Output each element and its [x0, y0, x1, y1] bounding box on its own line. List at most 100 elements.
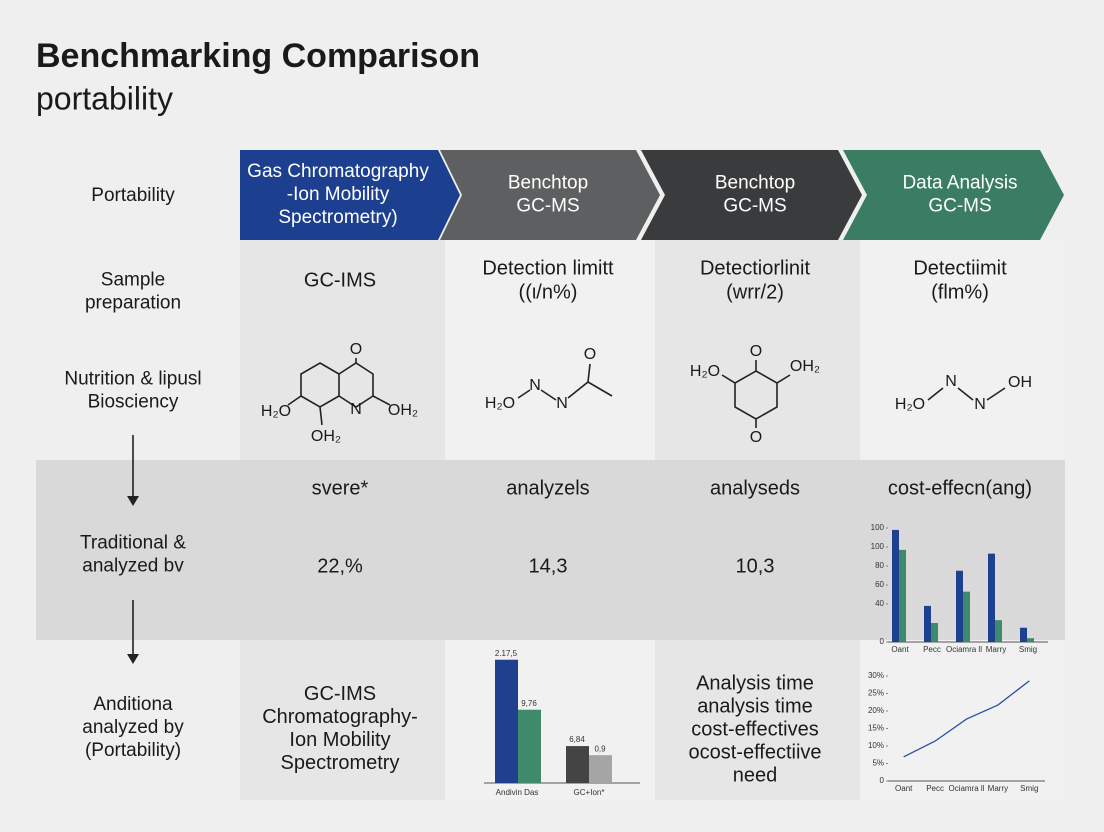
x-tick-label: Smig [1019, 645, 1037, 654]
x-tick-label: Pecc [926, 784, 944, 793]
y-tick-label: 100 [871, 523, 885, 532]
atom-label: O [750, 429, 762, 446]
cell-text: Detection limitt [482, 257, 614, 279]
bar [899, 549, 906, 642]
bar [589, 755, 612, 783]
y-tick-label: 80 [875, 561, 884, 570]
cell-text: svere* [312, 477, 369, 499]
atom-label: OH₂ [388, 402, 418, 419]
atom-label: OH [1008, 374, 1032, 391]
header-label: Benchtop [715, 173, 795, 194]
y-tick-label: 30% [868, 671, 884, 680]
row-label: (Portability) [85, 740, 181, 761]
cell-text: GC-IMS [304, 269, 376, 291]
bar [931, 623, 938, 642]
header-label: Gas Chromatography [247, 161, 429, 182]
x-tick-label: Ociamra ll [946, 645, 982, 654]
cell-text: cost-effecn(ang) [888, 477, 1032, 499]
bar [495, 659, 518, 783]
header-arrow [843, 150, 1064, 240]
cell-text: GC-IMS [304, 683, 376, 705]
atom-label: O [750, 343, 762, 360]
bar-annotation: 6,84 [569, 735, 585, 744]
cell-value: 22,% [317, 555, 363, 577]
atom-label: N [945, 373, 957, 390]
y-tick-label: 10% [868, 741, 884, 750]
cell-text: analysis time [697, 695, 813, 717]
atom-label: N [974, 396, 986, 413]
row-label: Traditional & [80, 533, 186, 554]
row-label: Anditiona [93, 694, 173, 715]
molecule [927, 387, 1006, 401]
row-label: analyzed by [82, 717, 184, 738]
cell-bg [240, 640, 445, 800]
cell-text: cost-effectives [691, 718, 818, 740]
header-arrow [641, 150, 862, 240]
row-label: Nutrition & lipusl [64, 369, 201, 390]
cell-text: Detectiorlinit [700, 257, 810, 279]
atom-label: N [556, 395, 568, 412]
cell-text: analyseds [710, 477, 800, 499]
cell-text: need [733, 764, 778, 786]
atom-label: OH₂ [311, 428, 341, 445]
row-label: Biosciency [88, 392, 179, 413]
x-tick-label: Oant [895, 784, 913, 793]
bar [963, 591, 970, 642]
row-label: Sample [101, 270, 165, 291]
cell-bg [655, 640, 860, 800]
atom-label: OH₂ [790, 358, 820, 375]
header-label: GC-MS [516, 196, 579, 217]
cell-text: analyzels [506, 477, 589, 499]
header-label: Data Analysis [902, 173, 1017, 194]
title: Benchmarking Comparison [36, 37, 480, 75]
bar [956, 570, 963, 642]
cell-bg [860, 240, 1065, 460]
row-label: preparation [85, 293, 181, 314]
bar-annotation: 0,9 [594, 744, 606, 753]
bar [995, 620, 1002, 642]
atom-label: O [584, 346, 596, 363]
atom-label: H₂O [895, 396, 925, 413]
cell-text: Spectrometry [281, 752, 400, 774]
cell-text: Detectiimit [913, 257, 1007, 279]
y-tick-label: 0 [880, 637, 885, 646]
x-tick-label: Pecc [923, 645, 941, 654]
x-tick-label: Oant [891, 645, 909, 654]
x-tick-label: GC+Ion* [574, 788, 605, 797]
cell-bg [655, 240, 860, 460]
cell-bg [240, 240, 445, 460]
y-tick-label: 5% [872, 759, 884, 768]
bar [1027, 638, 1034, 642]
cell-text: (flm%) [931, 281, 989, 303]
cell-bg [445, 640, 655, 800]
molecule [721, 360, 791, 428]
y-tick-label: 25% [868, 689, 884, 698]
row-label: Portability [91, 185, 175, 206]
cell-text: Analysis time [696, 672, 814, 694]
cell-text: Ion Mobility [289, 729, 390, 751]
flow-arrow-head [127, 654, 139, 664]
subtitle: portability [36, 80, 173, 116]
bar [518, 709, 541, 783]
cell-text: ((ι/n%) [519, 281, 578, 303]
y-tick-label: 20% [868, 706, 884, 715]
atom-label: H₂O [261, 403, 291, 420]
molecule [287, 358, 391, 426]
bar-annotation: 2.17,5 [495, 649, 518, 658]
cell-value: 14,3 [529, 555, 568, 577]
y-tick-label: 100 [871, 542, 885, 551]
bar [988, 553, 995, 642]
bar [924, 605, 931, 642]
x-tick-label: Marry [986, 645, 1006, 654]
atom-label: N [529, 377, 541, 394]
x-tick-label: Ociamra ll [948, 784, 984, 793]
header-label: GC-MS [723, 196, 786, 217]
cell-text: (wrr/2) [726, 281, 784, 303]
header-label: -Ion Mobility [287, 184, 390, 205]
atom-label: O [350, 341, 362, 358]
bar [892, 529, 899, 642]
header-arrow [240, 150, 460, 240]
y-tick-label: 40 [875, 599, 884, 608]
cell-value: 10,3 [736, 555, 775, 577]
